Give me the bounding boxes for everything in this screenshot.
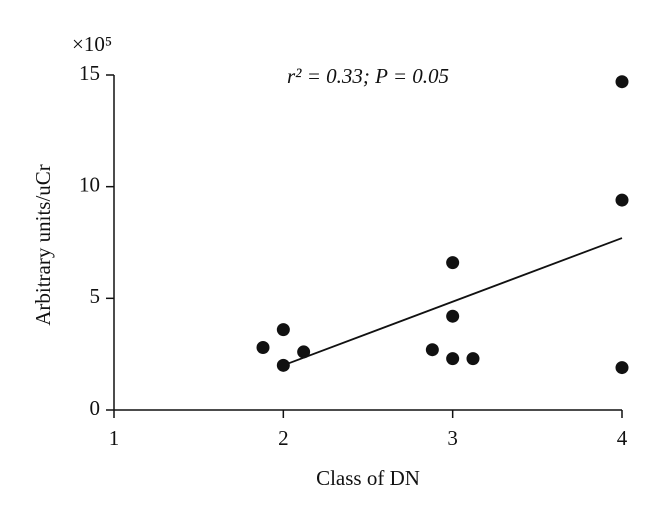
data-point <box>256 340 270 354</box>
data-point <box>615 361 629 375</box>
axis-multiplier: ×10⁵ <box>72 32 112 56</box>
data-point <box>276 323 290 337</box>
data-point <box>446 352 460 366</box>
data-point <box>297 345 311 359</box>
data-point <box>276 358 290 372</box>
data-point <box>446 256 460 270</box>
x-tick-label: 1 <box>109 426 120 450</box>
y-tick-label: 10 <box>79 172 100 196</box>
x-tick-label: 4 <box>617 426 628 450</box>
y-tick-label: 0 <box>90 396 101 420</box>
data-point <box>446 309 460 323</box>
data-point <box>425 343 439 357</box>
y-tick-label: 5 <box>90 284 101 308</box>
y-axis-label: Arbitrary units/uCr <box>31 164 55 326</box>
x-tick-label: 2 <box>278 426 289 450</box>
x-tick-label: 3 <box>447 426 458 450</box>
data-point <box>615 193 629 207</box>
y-tick-label: 15 <box>79 61 100 85</box>
annotation: r² = 0.33; P = 0.05 <box>287 64 449 88</box>
trend-line <box>283 237 623 367</box>
data-point <box>615 75 629 89</box>
x-axis-label: Class of DN <box>316 466 420 490</box>
data-point <box>466 352 480 366</box>
